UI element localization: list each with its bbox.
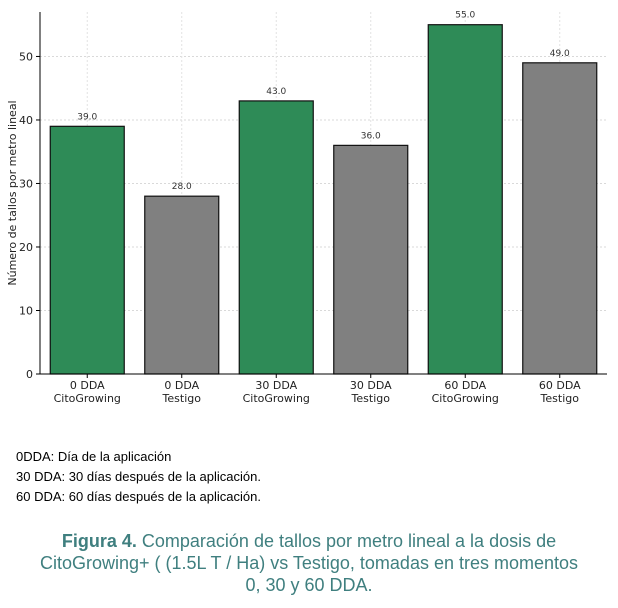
x-tick-label-1: 0 DDA Testigo [162, 379, 202, 405]
y-tick-label: 40 [19, 114, 33, 127]
note-60dda: 60 DDA: 60 días después de la aplicación… [16, 489, 261, 504]
x-tick-label-0: 0 DDA CitoGrowing [54, 379, 121, 405]
bar-1 [144, 195, 220, 375]
bar-value-label-0: 39.0 [77, 112, 97, 122]
y-tick-label: 20 [19, 241, 33, 254]
bar-value-label-4: 55.0 [455, 11, 475, 21]
bar-3 [333, 144, 409, 375]
x-tick-label-5: 60 DDA Testigo [539, 379, 581, 405]
x-tick-label-3: 30 DDA Testigo [350, 379, 392, 405]
caption-line-1: Figura 4. Comparación de tallos por metr… [0, 530, 618, 552]
bar-4 [427, 24, 503, 375]
caption-line-3: 0, 30 y 60 DDA. [245, 575, 373, 595]
bar-2 [238, 100, 314, 375]
caption-line-2: CitoGrowing+ ( (1.5L T / Ha) vs Testigo,… [39, 553, 579, 573]
caption-text-1: Comparación de tallos por metro lineal a… [136, 531, 557, 551]
bar-value-label-5: 49.0 [550, 49, 570, 59]
bar-chart: 39.0 28.0 43.0 36.0 55.0 49.0 0 10 20 30 40 50 0 DDA… [6, 11, 607, 405]
bar-value-label-1: 28.0 [172, 182, 192, 192]
figure-caption: Figura 4. Comparación de tallos por metr… [0, 530, 618, 596]
y-tick-label: 30 [19, 177, 33, 190]
note-30dda: 30 DDA: 30 días después de la aplicación… [16, 469, 261, 484]
bar-value-label-2: 43.0 [266, 87, 286, 97]
notes-block: 0DDA: Día de la aplicación 30 DDA: 30 dí… [16, 447, 261, 507]
y-tick-label: 10 [19, 304, 33, 317]
x-tick-label-2: 30 DDA CitoGrowing [243, 379, 310, 405]
note-0dda: 0DDA: Día de la aplicación [16, 449, 172, 464]
figure-label: Figura 4. [61, 531, 137, 551]
x-tick-label-4: 60 DDA CitoGrowing [432, 379, 499, 405]
bar-5 [522, 62, 598, 375]
y-tick-label: 0 [26, 368, 33, 381]
y-axis-label: Número de tallos por metro lineal [6, 100, 19, 285]
bar-0 [49, 125, 125, 375]
bar-value-label-3: 36.0 [361, 131, 381, 141]
y-tick-label: 50 [19, 50, 33, 63]
